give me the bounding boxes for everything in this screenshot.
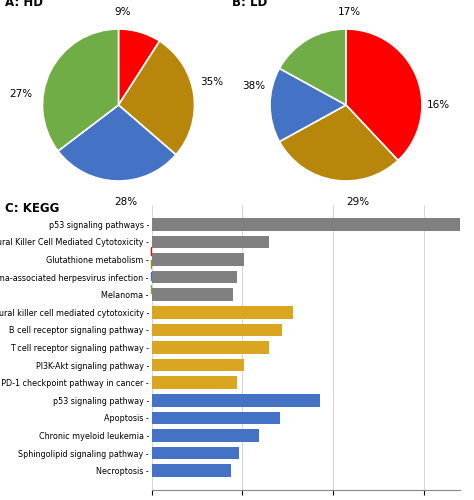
Bar: [152, 306, 293, 318]
Legend: C1, C2, C3, C4: C1, C2, C3, C4: [151, 246, 178, 294]
Bar: [152, 429, 259, 442]
Text: 38%: 38%: [242, 81, 265, 91]
Wedge shape: [346, 29, 422, 160]
Text: 28%: 28%: [115, 198, 137, 207]
Text: C: KEGG: C: KEGG: [5, 202, 59, 215]
Bar: [152, 271, 237, 283]
Bar: [152, 376, 237, 389]
Text: 29%: 29%: [346, 198, 369, 207]
Text: B: LD: B: LD: [232, 0, 267, 9]
Bar: [152, 341, 270, 354]
Bar: [152, 447, 239, 460]
Bar: [152, 288, 233, 301]
Wedge shape: [270, 68, 346, 142]
Text: 16%: 16%: [427, 100, 450, 110]
Text: 9%: 9%: [114, 8, 130, 18]
Wedge shape: [279, 29, 346, 105]
Bar: [152, 218, 460, 230]
Bar: [152, 253, 244, 266]
Text: A: HD: A: HD: [4, 0, 43, 9]
Bar: [152, 236, 270, 248]
Bar: [152, 464, 231, 477]
Text: 35%: 35%: [200, 77, 223, 87]
Wedge shape: [118, 41, 194, 155]
Wedge shape: [118, 29, 160, 105]
Text: 27%: 27%: [9, 88, 33, 99]
Wedge shape: [58, 105, 176, 181]
Bar: [152, 359, 244, 372]
Wedge shape: [279, 105, 398, 181]
Text: 17%: 17%: [338, 8, 361, 18]
Bar: [152, 412, 280, 424]
Wedge shape: [43, 29, 118, 151]
Bar: [152, 324, 282, 336]
Bar: [152, 394, 320, 406]
